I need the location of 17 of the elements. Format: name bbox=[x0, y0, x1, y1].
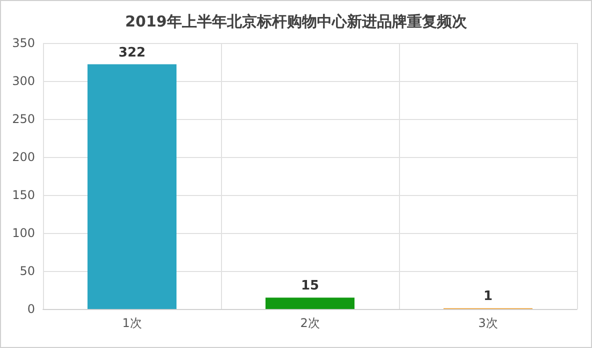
x-tick-label: 2次 bbox=[300, 316, 320, 330]
x-tick-label: 1次 bbox=[122, 316, 142, 330]
y-tick-label: 50 bbox=[20, 264, 35, 278]
y-tick-label: 300 bbox=[12, 74, 35, 88]
y-tick-label: 350 bbox=[12, 36, 35, 50]
x-tick-label: 3次 bbox=[478, 316, 498, 330]
y-tick-label: 200 bbox=[12, 150, 35, 164]
bar bbox=[266, 298, 354, 309]
y-tick-label: 0 bbox=[27, 302, 35, 316]
chart-title: 2019年上半年北京标杆购物中心新进品牌重复频次 bbox=[125, 12, 468, 30]
y-tick-label: 100 bbox=[12, 226, 35, 240]
data-label: 322 bbox=[118, 45, 146, 60]
y-tick-label: 150 bbox=[12, 188, 35, 202]
data-label: 15 bbox=[300, 278, 320, 294]
bar bbox=[88, 64, 176, 309]
y-tick-label: 250 bbox=[12, 112, 35, 126]
data-label: 1 bbox=[483, 289, 493, 304]
